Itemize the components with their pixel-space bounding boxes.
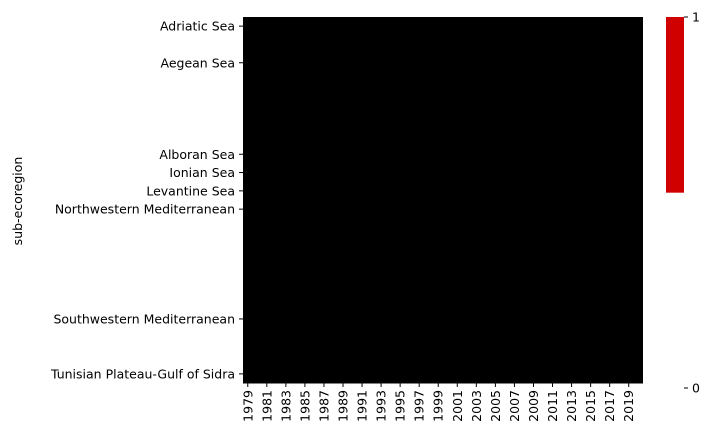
heatmap-row-cell <box>243 90 643 109</box>
heatmap-row-cell <box>243 291 643 311</box>
x-tick-label: 1987 <box>316 390 331 422</box>
y-tick-label: Tunisian Plateau-Gulf of Sidra <box>50 366 235 381</box>
x-tick-label: 2007 <box>507 390 522 422</box>
x-axis: 1979 1981 1983 1985 1987 1989 1991 1993 1995 1997… <box>240 383 636 422</box>
x-tick-label: 2001 <box>450 390 465 422</box>
x-tick-label: 1985 <box>297 390 312 422</box>
heatmap-row-cell <box>243 126 643 146</box>
x-tick-label: 1981 <box>259 390 274 422</box>
colorbar: 10 <box>666 10 700 396</box>
y-tick-label: Levantine Sea <box>146 183 235 198</box>
x-tick-label: 2009 <box>526 390 541 422</box>
x-tick-label: 2011 <box>545 390 560 422</box>
x-tick-label: 2003 <box>469 390 484 422</box>
y-tick-label: Southwestern Mediterranean <box>53 311 235 326</box>
y-axis-title: sub-ecoregion <box>10 157 25 246</box>
heatmap-row-cell <box>243 273 643 292</box>
heatmap-row-cell <box>243 35 643 55</box>
heatmap-row-cell <box>243 145 643 164</box>
x-tick-label: 1989 <box>336 390 351 422</box>
x-tick-label: 1999 <box>431 390 446 422</box>
x-tick-label: 1983 <box>278 390 293 422</box>
heatmap-row-cell <box>243 200 643 219</box>
y-axis: Adriatic Sea Aegean Sea Alboran Sea Ionian … <box>50 19 243 381</box>
x-tick-label: 2013 <box>564 390 579 422</box>
x-tick-label: 1991 <box>355 390 370 422</box>
y-tick-label: Aegean Sea <box>161 55 236 70</box>
heatmap-row-cell <box>243 364 643 384</box>
heatmap-row-cell <box>243 309 643 329</box>
heatmap-row-cell <box>243 218 643 238</box>
heatmap-row-cell <box>243 53 643 73</box>
y-tick-label: Ionian Sea <box>169 165 235 180</box>
heatmap-row-cell <box>243 108 643 128</box>
heatmap-row-cell <box>243 236 643 256</box>
x-tick-label: 1993 <box>374 390 389 422</box>
heatmap-row-cell <box>243 254 643 274</box>
colorbar-tick-label: 1 <box>692 10 700 25</box>
heatmap-row-cell <box>243 346 643 366</box>
y-tick-label: Adriatic Sea <box>160 19 235 34</box>
colorbar-tick-label: 0 <box>692 381 700 396</box>
colorbar-fill <box>666 17 684 193</box>
heatmap-plot-area <box>243 17 643 384</box>
y-tick-label: Northwestern Mediterranean <box>55 202 235 217</box>
x-tick-label: 1997 <box>412 390 427 422</box>
x-tick-label: 2015 <box>583 390 598 422</box>
heatmap-row-cell <box>243 328 643 347</box>
heatmap-row-cell <box>243 71 643 91</box>
heatmap-row-cell <box>243 163 643 183</box>
x-tick-label: 1979 <box>240 390 255 422</box>
heatmap-row-cell <box>243 181 643 201</box>
heatmap-row-cell <box>243 17 643 36</box>
x-tick-label: 1995 <box>393 390 408 422</box>
x-tick-label: 2017 <box>602 390 617 422</box>
y-tick-label: Alboran Sea <box>159 147 235 162</box>
x-tick-label: 2019 <box>621 390 636 422</box>
x-tick-label: 2005 <box>488 390 503 422</box>
